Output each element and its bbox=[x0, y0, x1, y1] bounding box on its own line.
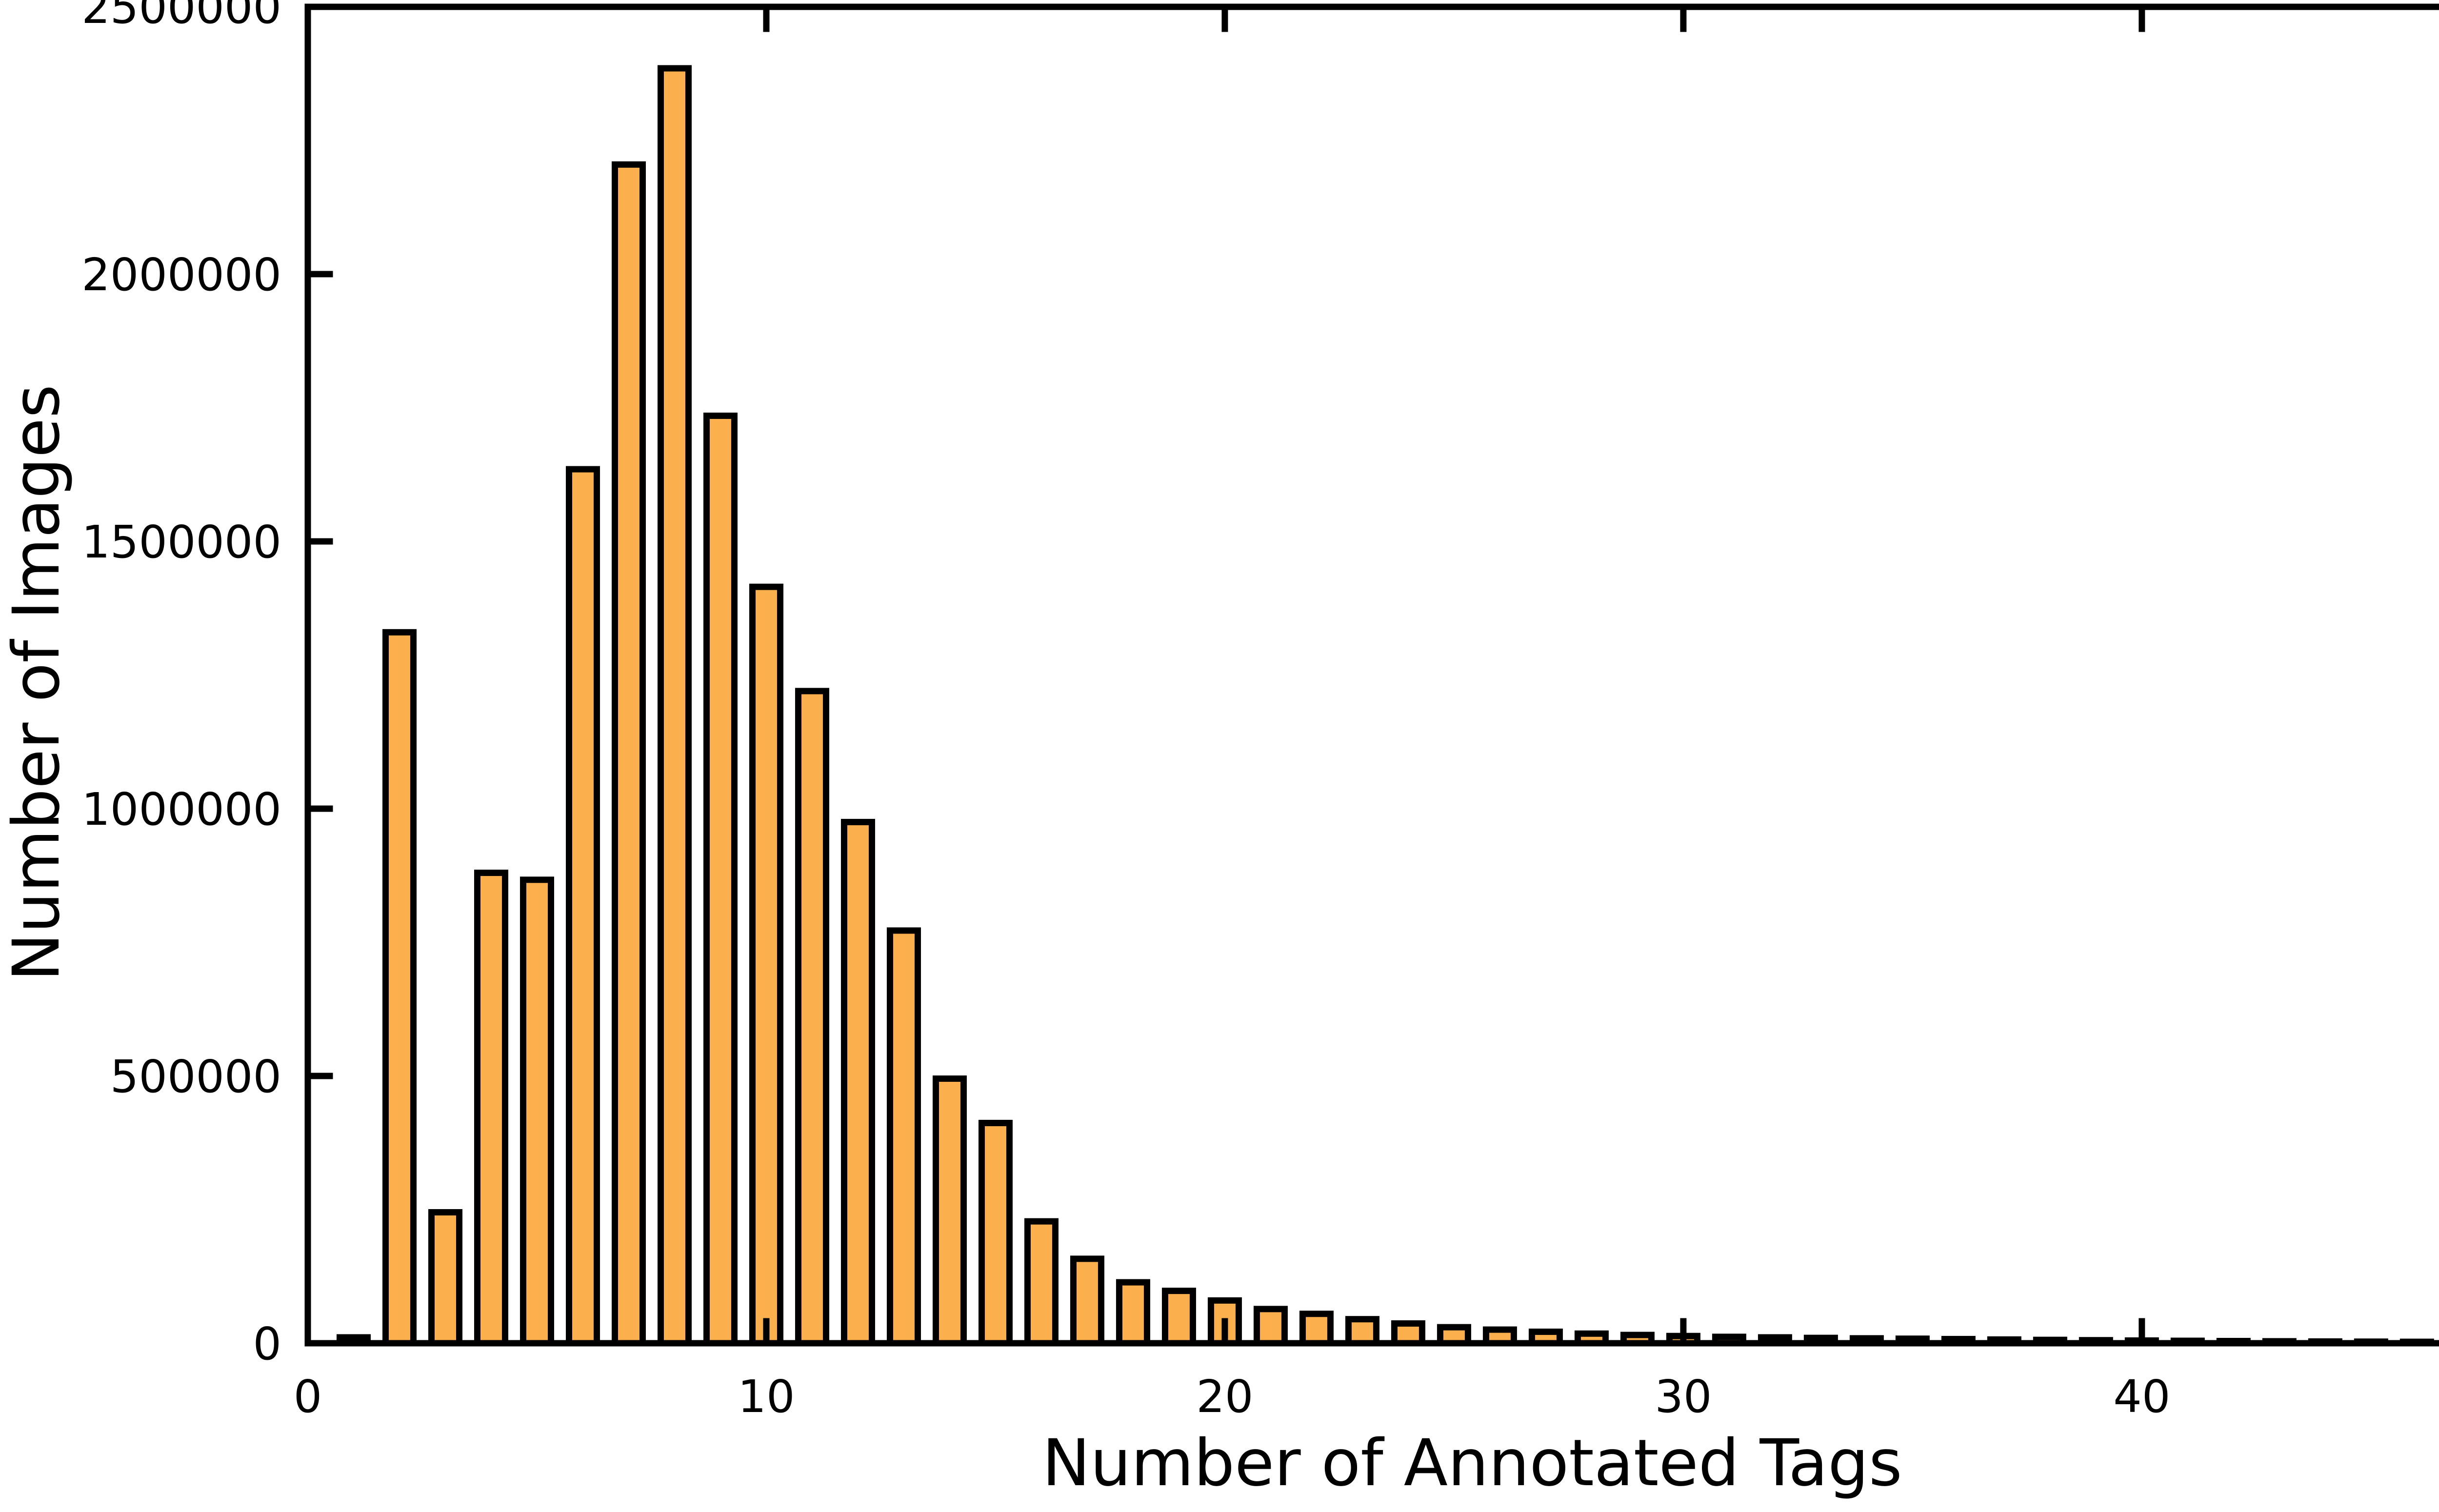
bar bbox=[1161, 1288, 1196, 1347]
bar bbox=[428, 1209, 462, 1347]
bar bbox=[1116, 1279, 1150, 1347]
bar bbox=[1299, 1311, 1334, 1347]
bar bbox=[749, 583, 783, 1347]
bar bbox=[611, 161, 646, 1347]
y-tick-label: 1500000 bbox=[81, 516, 281, 568]
bar bbox=[1253, 1306, 1288, 1347]
x-tick-label: 30 bbox=[1655, 1371, 1712, 1423]
y-tick-label: 2500000 bbox=[81, 0, 281, 34]
x-tick-label: 20 bbox=[1196, 1371, 1253, 1423]
ticks-layer: 010203040>=50050000010000001500000200000… bbox=[81, 0, 2170, 1423]
x-axis-title: Number of Annotated Tags bbox=[1042, 1426, 1902, 1501]
bar bbox=[1345, 1316, 1379, 1347]
bar bbox=[840, 818, 875, 1347]
x-tick-label: 40 bbox=[2113, 1371, 2170, 1423]
axes-frame bbox=[304, 3, 2439, 1347]
bar bbox=[932, 1075, 967, 1347]
bar bbox=[520, 876, 554, 1347]
x-tick-label: 0 bbox=[294, 1371, 322, 1423]
bar bbox=[886, 927, 921, 1347]
bar bbox=[657, 65, 692, 1347]
bar bbox=[703, 412, 738, 1347]
y-tick-label: 1000000 bbox=[81, 783, 281, 836]
y-axis-title: Number of Images bbox=[0, 384, 74, 981]
bar bbox=[978, 1119, 1013, 1347]
bar bbox=[1024, 1218, 1059, 1347]
y-tick-label: 0 bbox=[253, 1318, 281, 1370]
bars-layer bbox=[336, 65, 2434, 1347]
bar bbox=[795, 688, 829, 1347]
y-tick-label: 500000 bbox=[110, 1051, 281, 1103]
y-tick-label: 2000000 bbox=[81, 249, 281, 301]
bar bbox=[382, 629, 417, 1347]
bar bbox=[474, 870, 508, 1347]
bar bbox=[565, 466, 600, 1347]
plot-frame bbox=[304, 3, 2439, 1347]
bar bbox=[1070, 1255, 1104, 1347]
x-tick-label: 10 bbox=[738, 1371, 795, 1423]
